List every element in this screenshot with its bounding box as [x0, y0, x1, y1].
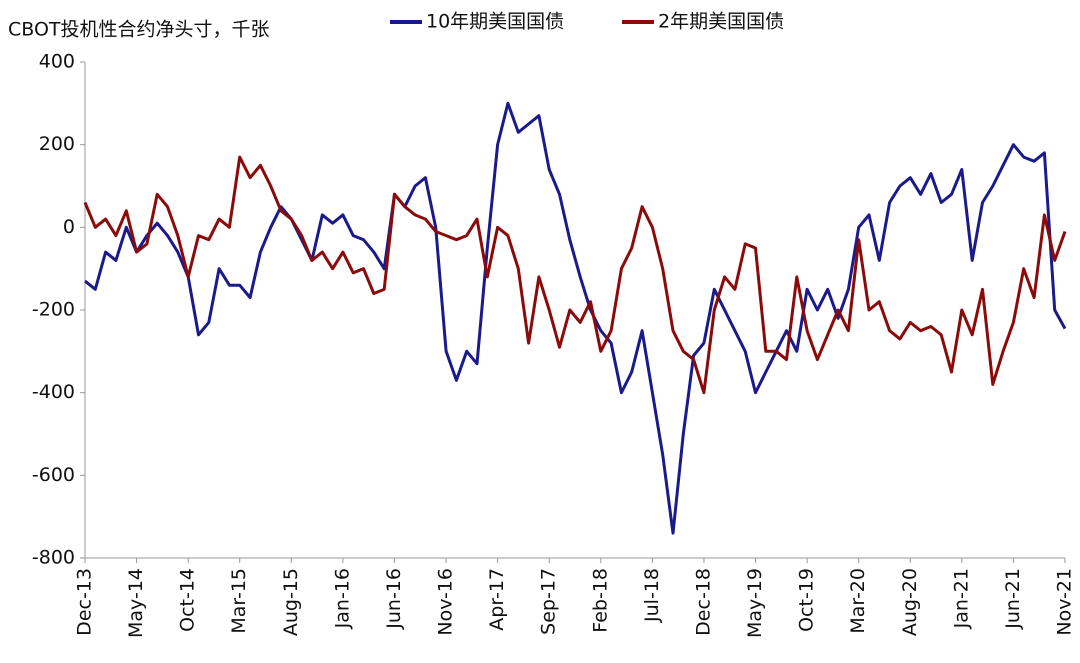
- x-tick-label: Dec-18: [692, 568, 714, 636]
- series-line: [83, 155, 1067, 395]
- x-tick-label: Aug-15: [280, 568, 302, 636]
- y-tick-label: -400: [32, 381, 75, 403]
- x-tick-label: Aug-20: [899, 568, 921, 636]
- x-tick-label: Oct-14: [177, 568, 199, 632]
- y-tick-label: -600: [32, 464, 75, 486]
- chart-title: CBOT投机性合约净头寸，千张: [8, 19, 270, 41]
- legend-label: 2年期美国国债: [658, 11, 784, 33]
- x-tick-label: Feb-18: [589, 568, 611, 633]
- x-tick-label: Dec-13: [74, 568, 96, 636]
- y-tick-label: 0: [63, 216, 75, 238]
- x-tick-label: Jan-16: [331, 568, 353, 629]
- x-tick-label: Mar-15: [228, 568, 250, 634]
- x-tick-label: May-14: [125, 568, 147, 638]
- x-tick-label: Sep-17: [538, 568, 560, 635]
- x-tick-label: Jun-21: [1002, 568, 1024, 630]
- x-tick-label: Nov-16: [435, 568, 457, 636]
- y-tick-label: 200: [39, 133, 75, 155]
- x-tick-label: Jul-18: [641, 568, 663, 623]
- x-tick-label: Nov-21: [1054, 568, 1076, 636]
- x-tick-label: Mar-20: [847, 568, 869, 634]
- y-tick-label: -800: [32, 547, 75, 569]
- y-tick-label: -200: [32, 299, 75, 321]
- series-line: [84, 101, 1067, 535]
- x-tick-label: Apr-17: [486, 568, 508, 631]
- x-tick-label: May-19: [744, 568, 766, 638]
- x-tick-label: Oct-19: [796, 568, 818, 632]
- x-tick-label: Jan-21: [950, 568, 972, 629]
- legend-label: 10年期美国国债: [426, 11, 564, 33]
- x-tick-label: Jun-16: [383, 568, 405, 630]
- y-tick-label: 400: [39, 51, 75, 73]
